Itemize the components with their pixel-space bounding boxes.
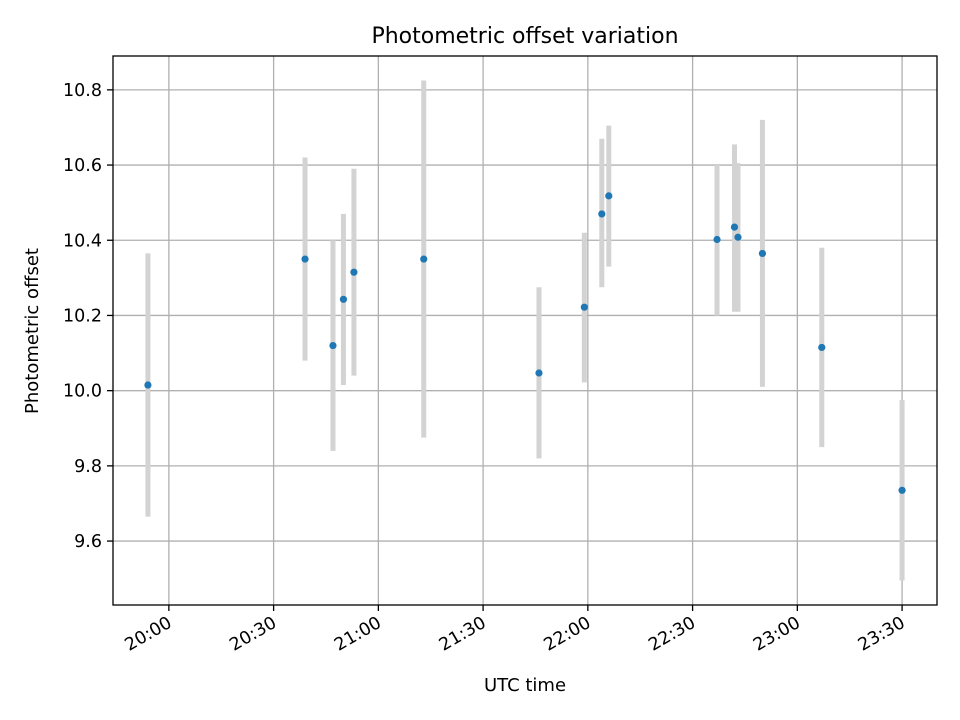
grid-lines (113, 56, 937, 605)
data-point (898, 486, 906, 494)
data-point (420, 255, 428, 263)
data-point (580, 303, 588, 311)
data-point (598, 210, 606, 218)
data-point (818, 343, 826, 352)
data-point (535, 369, 543, 377)
data-point (339, 295, 348, 303)
y-axis-ticks: 9.6 9.8 10.0 10.2 10.4 10.6 10.8 (63, 81, 113, 552)
y-tick-label: 10.2 (63, 306, 102, 326)
y-tick-label: 10.4 (63, 231, 102, 251)
chart-title: Photometric offset variation (371, 24, 678, 49)
data-point (730, 223, 739, 231)
data-point (329, 341, 337, 350)
y-tick-label: 9.8 (74, 457, 102, 477)
y-tick-label: 10.8 (63, 81, 102, 101)
plot-frame (112, 55, 938, 606)
y-axis-label: Photometric offset (22, 248, 43, 414)
data-points (144, 192, 906, 494)
data-point (301, 255, 309, 263)
data-point (713, 235, 721, 244)
data-point (758, 249, 767, 258)
data-point (350, 268, 358, 276)
y-tick-label: 10.6 (63, 156, 102, 176)
data-point (605, 192, 613, 200)
data-point (144, 381, 152, 389)
x-axis-label: UTC time (484, 675, 566, 696)
y-tick-label: 10.0 (63, 382, 102, 402)
data-point (734, 233, 742, 241)
y-tick-label: 9.6 (74, 532, 102, 552)
